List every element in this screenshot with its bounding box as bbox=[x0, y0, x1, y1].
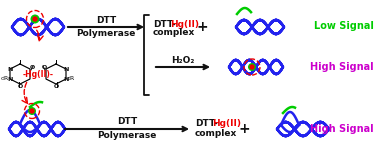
Circle shape bbox=[248, 63, 256, 71]
Text: -Hg(II)-: -Hg(II)- bbox=[23, 69, 54, 78]
Text: O: O bbox=[17, 84, 23, 89]
Circle shape bbox=[250, 65, 254, 69]
Text: DTT: DTT bbox=[96, 16, 116, 25]
Text: Hg(II): Hg(II) bbox=[170, 20, 199, 29]
Text: Low Signal: Low Signal bbox=[314, 21, 374, 31]
Text: DTT-: DTT- bbox=[195, 120, 218, 128]
Text: +: + bbox=[238, 122, 250, 136]
Circle shape bbox=[33, 17, 37, 21]
Text: DTT: DTT bbox=[117, 117, 137, 125]
Text: dR: dR bbox=[1, 75, 9, 80]
Text: High Signal: High Signal bbox=[310, 124, 374, 134]
Text: Polymerase: Polymerase bbox=[76, 29, 136, 38]
Text: dR: dR bbox=[67, 75, 75, 80]
Text: High Signal: High Signal bbox=[310, 62, 374, 72]
Text: complex: complex bbox=[195, 128, 237, 137]
Text: N: N bbox=[63, 66, 69, 71]
Text: +: + bbox=[196, 20, 208, 34]
Text: O: O bbox=[29, 64, 35, 69]
Text: N: N bbox=[7, 76, 13, 81]
Text: O: O bbox=[53, 84, 59, 89]
Text: Hg(II): Hg(II) bbox=[212, 120, 241, 128]
Circle shape bbox=[30, 109, 34, 113]
Text: DTT-: DTT- bbox=[153, 20, 176, 29]
Text: complex: complex bbox=[153, 28, 195, 37]
Circle shape bbox=[28, 107, 36, 115]
Text: N: N bbox=[63, 76, 69, 81]
Text: H₂O₂: H₂O₂ bbox=[171, 55, 195, 64]
Circle shape bbox=[31, 15, 39, 24]
Text: Polymerase: Polymerase bbox=[97, 131, 157, 140]
Text: O: O bbox=[41, 64, 46, 69]
Text: N: N bbox=[7, 66, 13, 71]
